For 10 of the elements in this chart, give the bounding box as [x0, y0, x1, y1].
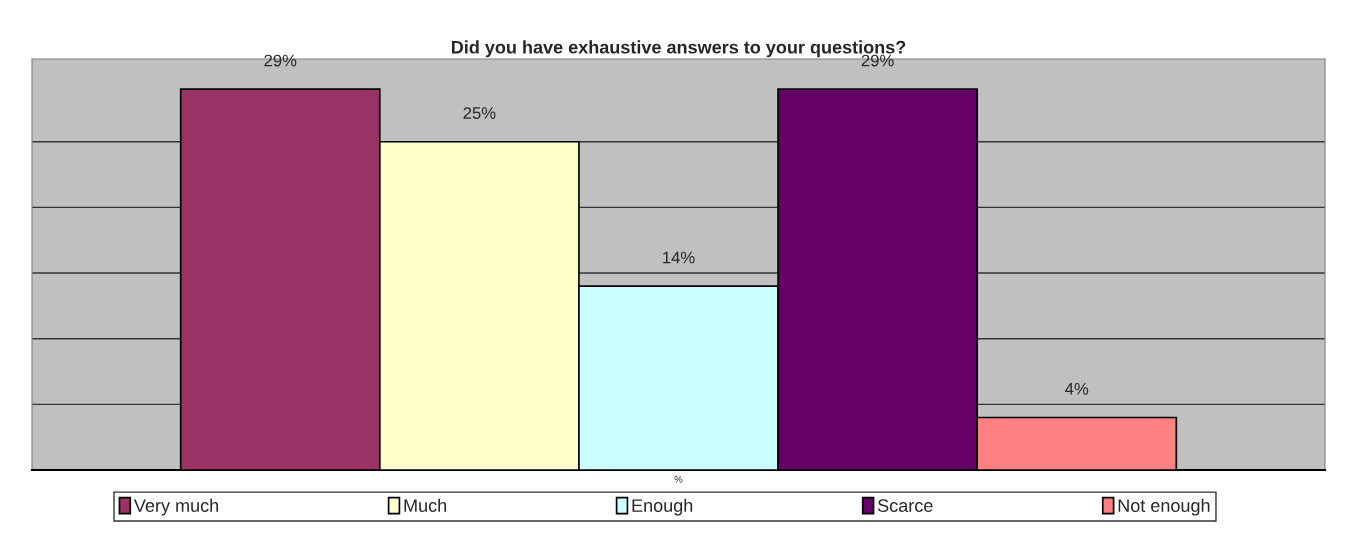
data-label: 29%: [264, 54, 297, 67]
legend-label: Not enough: [1118, 498, 1210, 516]
data-label: 14%: [663, 251, 695, 264]
legend-label: Very much: [133, 498, 219, 516]
legend-label: Scarce: [877, 499, 933, 512]
data-label: 4%: [1065, 383, 1089, 395]
legend-label: Enough: [632, 498, 693, 516]
data-label: 25%: [463, 107, 496, 119]
x-axis-title: %: [674, 475, 683, 483]
legend-label: Much: [404, 498, 447, 512]
